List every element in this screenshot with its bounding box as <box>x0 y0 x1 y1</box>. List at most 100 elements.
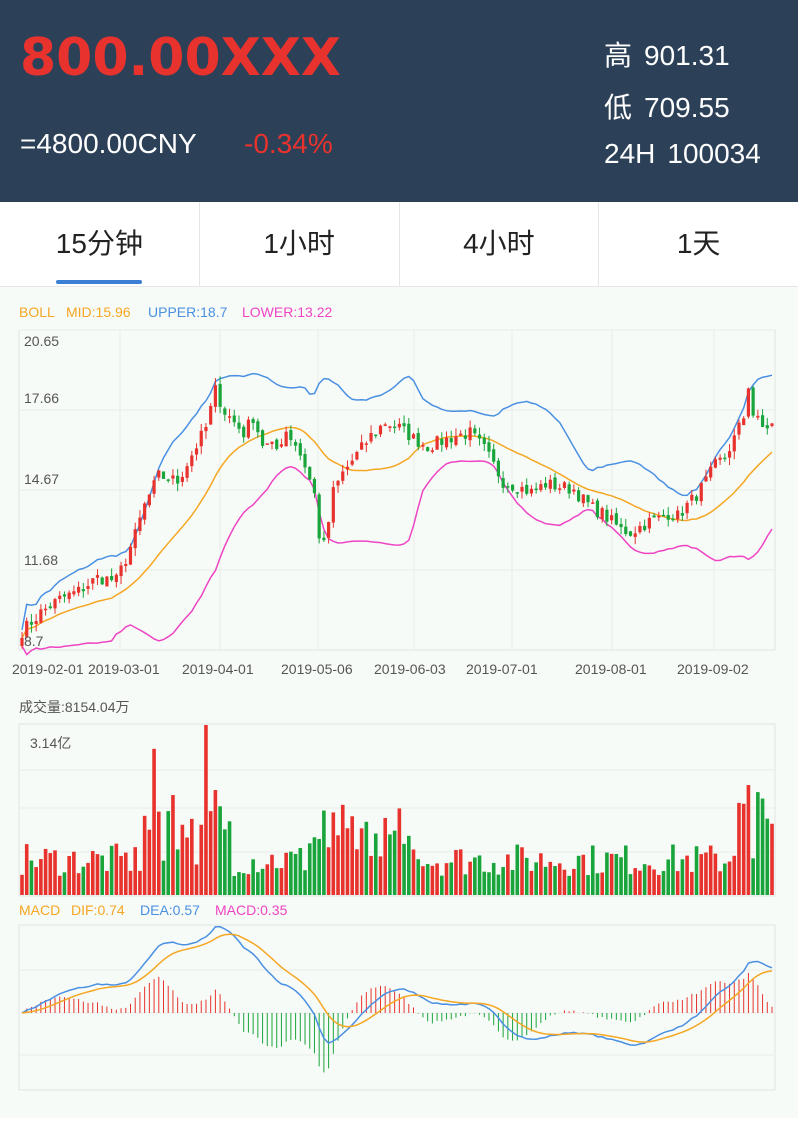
candle-body <box>265 443 269 445</box>
candle-body <box>680 513 684 516</box>
candle-body <box>355 451 359 460</box>
low-label: 低 <box>604 92 633 123</box>
tab-4hour[interactable]: 4小时 <box>400 202 600 286</box>
volume-bar <box>336 835 340 895</box>
candle-body <box>515 492 519 494</box>
volume-bar <box>265 864 270 895</box>
candle-body <box>657 515 661 518</box>
candle-body <box>666 515 670 520</box>
volume-bar <box>373 833 378 895</box>
candle-body <box>463 435 467 439</box>
volume-bar <box>289 851 293 895</box>
candle-body <box>402 423 406 427</box>
volume-bar <box>623 845 628 895</box>
tab-1hour[interactable]: 1小时 <box>200 202 400 286</box>
candle-body <box>279 444 284 447</box>
volume-bar <box>430 865 435 895</box>
date-tick-label: 2019-09-02 <box>677 661 749 677</box>
candle-body <box>133 529 137 549</box>
volume-bar <box>62 872 67 895</box>
volume-bar <box>732 855 737 895</box>
tab-1day[interactable]: 1天 <box>599 202 798 286</box>
candle-body <box>732 435 736 452</box>
candle-body <box>661 514 666 517</box>
candle-body <box>619 523 623 528</box>
macd-marks <box>21 926 773 1073</box>
volume-bar <box>138 870 142 895</box>
candle-body <box>407 423 411 441</box>
volume-bar <box>647 865 652 895</box>
volume-bar <box>496 874 501 895</box>
macd-dea-label: DEA:0.57 <box>140 902 200 918</box>
high-value: 901.31 <box>644 40 730 71</box>
candle-body <box>727 451 732 458</box>
candle-body <box>628 531 633 536</box>
volume-bar <box>105 870 109 895</box>
tab-15min[interactable]: 15分钟 <box>0 202 200 286</box>
candle-body <box>308 466 312 480</box>
tab-1day-label: 1天 <box>676 228 721 259</box>
kline-chart-svg[interactable]: BOLL MID:15.96 UPPER:18.7 LOWER:13.22 20… <box>0 287 798 1118</box>
volume-bar <box>246 874 251 895</box>
candle-body <box>256 421 260 433</box>
volume-24h-value: 100034 <box>667 138 761 169</box>
candle-body <box>237 422 241 429</box>
volume-bar <box>652 869 656 895</box>
candle-body <box>322 537 326 541</box>
candle-body <box>171 475 175 479</box>
volume-bar <box>576 855 581 895</box>
candle-body <box>143 503 147 520</box>
volume-bar <box>685 855 689 895</box>
volume-bar <box>142 815 147 895</box>
volume-bar <box>671 844 675 895</box>
volume-bar <box>600 872 604 895</box>
candle-body <box>746 388 751 417</box>
high-stat: 高 901.31 <box>604 34 730 74</box>
volume-bar <box>317 838 321 895</box>
volume-bar <box>520 847 524 895</box>
candle-body <box>525 484 529 494</box>
volume-bar <box>34 867 38 895</box>
macd-label: MACD <box>19 902 60 918</box>
candle-body <box>756 415 760 418</box>
price-tick-label: 17.66 <box>24 390 59 406</box>
candle-body <box>270 441 274 444</box>
volume-bar <box>590 845 595 895</box>
volume-bar <box>293 853 298 895</box>
volume-bar <box>199 824 204 895</box>
candle-body <box>374 434 378 437</box>
volume-bar <box>425 864 430 895</box>
date-tick-label: 2019-06-03 <box>374 661 446 677</box>
candle-body <box>48 606 52 609</box>
volume-bar <box>468 861 472 895</box>
candle-body <box>694 496 699 501</box>
candle-body <box>350 460 354 465</box>
chart-area[interactable]: BOLL MID:15.96 UPPER:18.7 LOWER:13.22 20… <box>0 287 798 1118</box>
boll-upper-label: UPPER:18.7 <box>148 304 228 320</box>
price-grid <box>19 329 775 650</box>
candle-body <box>29 621 34 625</box>
volume-bar <box>619 857 623 895</box>
volume-bar <box>256 872 260 895</box>
active-tab-underline <box>56 280 143 284</box>
tab-1hour-label: 1小时 <box>263 228 335 259</box>
volume-bar <box>661 871 666 895</box>
volume-bar <box>326 847 331 895</box>
candle-body <box>558 488 562 490</box>
boll-lower-line <box>21 460 773 656</box>
volume-bar <box>609 853 614 895</box>
volume-bar <box>218 806 222 895</box>
volume-bar <box>208 811 213 895</box>
volume-bar <box>402 843 406 895</box>
candle-body <box>421 445 425 447</box>
candle-body <box>510 484 515 491</box>
candle-body <box>86 586 90 589</box>
volume-bar <box>345 828 350 895</box>
candle-body <box>487 442 491 452</box>
volume-bar <box>298 848 303 895</box>
volume-bar <box>81 866 86 895</box>
candle-body <box>317 494 321 539</box>
candle-body <box>440 438 444 445</box>
volume-bar <box>227 821 232 895</box>
volume-grid <box>19 769 775 853</box>
